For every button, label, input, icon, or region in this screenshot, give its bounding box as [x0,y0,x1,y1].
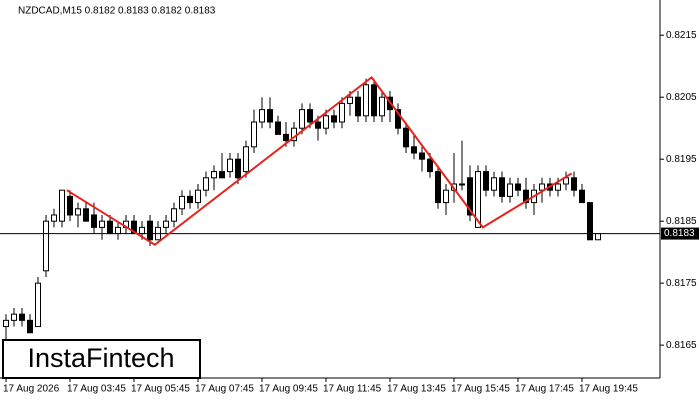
candle-body [67,195,73,216]
candle-body [403,127,409,148]
candle-body [595,233,601,241]
candle-body [27,319,33,334]
price-label-box [661,227,699,240]
y-tick-label: 0.8175 [666,278,697,289]
candle-body [259,109,265,123]
candle-body [371,84,377,117]
candle-body [355,96,361,117]
candle-body [515,183,521,191]
candle-body [347,96,353,104]
x-tick-label: 17 Aug 2026 [3,384,60,395]
candle-body [435,171,441,204]
candle-body [219,171,225,179]
candle-body [299,109,305,129]
candle-body [99,220,105,228]
candle-body [339,102,345,123]
candle-body [91,214,97,228]
candle-body [539,183,545,191]
x-tick-label: 17 Aug 09:45 [259,384,318,395]
x-tick-label: 17 Aug 11:45 [323,384,382,395]
candle-body [323,115,329,129]
logo-text: InstaFintech [27,343,174,373]
candle-body [35,282,41,328]
candle-body [395,109,401,129]
candle-body [315,121,321,129]
x-tick-label: 17 Aug 13:45 [387,384,446,395]
x-tick-label: 17 Aug 15:45 [451,384,510,395]
y-tick-label: 0.8165 [666,340,697,351]
candle-body [19,313,25,321]
candle-body [59,189,65,222]
x-tick-label: 17 Aug 05:45 [131,384,190,395]
candle-body [171,208,177,222]
candle-body [251,121,257,148]
candle-body [203,177,209,191]
candle-body [139,226,145,235]
candle-body [11,313,17,321]
x-tick-label: 17 Aug 19:45 [579,384,638,395]
candle-body [419,152,425,160]
candle-body [211,171,217,179]
y-tick-label: 0.8185 [666,216,697,227]
chart-title: NZDCAD,M15 0.8182 0.8183 0.8182 0.8183 [18,6,216,17]
candle-body [443,189,449,204]
candle-body [579,189,585,204]
candle-body [243,146,249,173]
candle-body [283,133,289,142]
candle-body [459,183,465,186]
candle-body [187,195,193,204]
candle-body [555,183,561,191]
x-tick-label: 17 Aug 17:45 [515,384,574,395]
candle-body [427,158,433,173]
candle-body [483,171,489,191]
candle-body [43,220,49,272]
candle-body [571,177,577,191]
candle-body [379,96,385,117]
candle-body [499,177,505,197]
candle-body [235,158,241,179]
candle-body [163,220,169,228]
candle-body [275,121,281,135]
candle-body [587,202,593,241]
candle-body [491,177,497,191]
pattern-line [66,75,573,246]
candle-body [83,208,89,222]
candle-body [307,109,313,123]
candle-body [75,208,81,216]
candle-body [523,189,529,204]
candle-body [331,115,337,123]
candle-body [227,158,233,173]
candle-body [195,189,201,204]
candle-body [507,183,513,197]
candle-body [147,220,153,241]
x-tick-label: 17 Aug 03:45 [67,384,126,395]
x-tick-label: 17 Aug 07:45 [195,384,254,395]
y-tick-label: 0.8205 [666,92,697,103]
logo-box [2,339,201,379]
candle-body [475,171,481,228]
price-label: 0.8183 [664,228,695,239]
candle-body [267,109,273,123]
candle-body [467,177,473,216]
candle-body [363,84,369,117]
y-tick-label: 0.8215 [666,30,697,41]
candle-body [115,226,121,235]
candle-body [3,319,9,328]
candle-body [411,146,417,154]
candle-body [107,220,113,235]
y-tick-label: 0.8195 [666,154,697,165]
candle-body [179,195,185,210]
candle-body [51,214,57,222]
